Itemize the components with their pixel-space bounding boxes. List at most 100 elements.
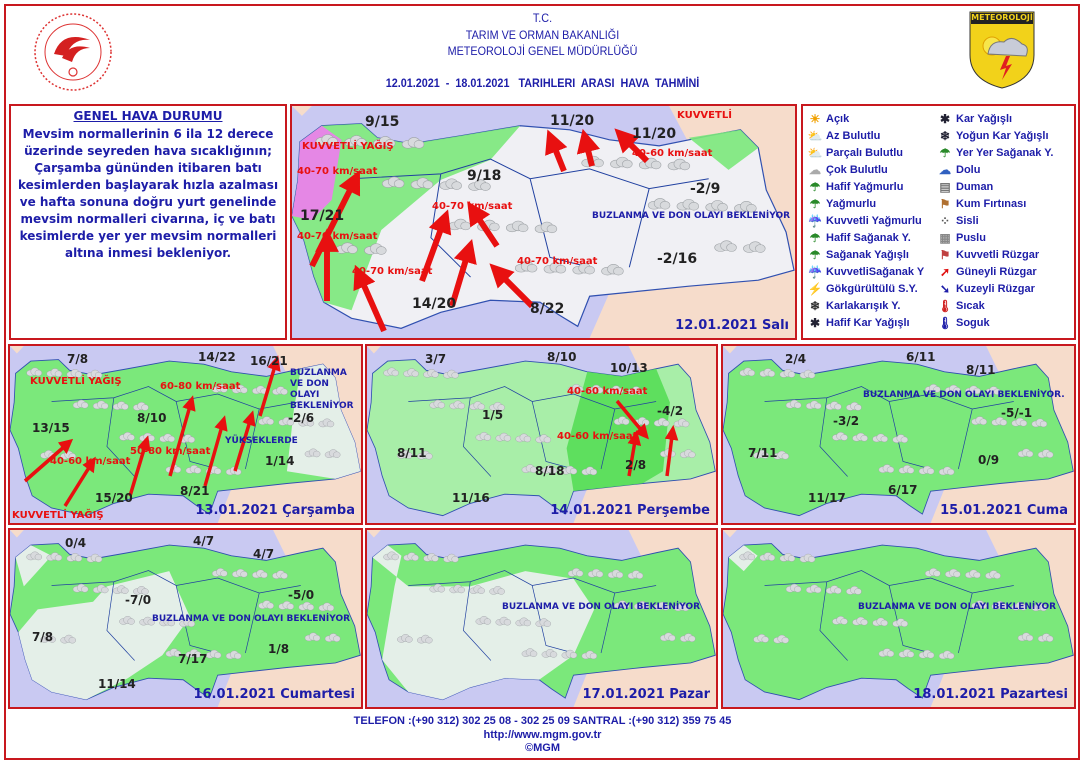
weather-cloud-icon	[759, 368, 776, 377]
legend-item: ☂ Sağanak Yağışlı	[807, 247, 935, 264]
weather-cloud-icon	[278, 601, 295, 610]
footer-phone: TELEFON :(+90 312) 302 25 08 - 302 25 09…	[353, 715, 732, 727]
legend-item: ☂ Hafif Yağmurlu	[807, 179, 935, 196]
weather-cloud-icon	[344, 135, 367, 147]
warning-annotation: 40-70 km/saat	[297, 231, 378, 242]
fog-icon: ⁘	[939, 214, 951, 228]
weather-zone	[688, 129, 759, 170]
weather-cloud-icon	[521, 464, 538, 473]
weather-cloud-icon	[991, 417, 1008, 426]
weather-cloud-icon	[133, 402, 149, 411]
legend-item: ☀ Açık	[807, 111, 935, 128]
temperature-label: 11/14	[98, 677, 136, 691]
weather-cloud-icon	[638, 157, 662, 170]
neighbor-land	[723, 530, 1074, 707]
weather-cloud-icon	[40, 634, 56, 643]
weather-cloud-icon	[515, 617, 532, 627]
temperature-label: 14/22	[198, 350, 236, 364]
temperature-label: 8/10	[137, 411, 167, 425]
temperature-label: 6/11	[906, 350, 936, 364]
weather-cloud-icon	[401, 137, 425, 149]
temperature-label: 13/15	[32, 421, 70, 435]
region-borders	[51, 570, 301, 661]
weather-cloud-icon	[159, 617, 175, 627]
weather-cloud-icon	[324, 633, 341, 642]
weather-cloud-icon	[1011, 417, 1028, 427]
weather-cloud-icon	[759, 552, 776, 561]
warning-annotation: 40-70 km/saat	[517, 256, 598, 267]
south-wind-arrow-icon	[545, 129, 568, 173]
weather-cloud-icon	[469, 401, 485, 410]
weather-cloud-icon	[60, 634, 76, 644]
weather-cloud-icon	[785, 583, 802, 593]
south-wind-arrow-icon: ➚	[939, 265, 951, 279]
legend-label: Kuzeyli Rüzgar	[956, 283, 1035, 295]
weather-cloud-icon	[46, 552, 63, 561]
turkey-map	[292, 106, 795, 338]
legend-label: Sağanak Yağışlı	[826, 249, 909, 261]
weather-cloud-icon	[878, 648, 895, 657]
heavy-snow-icon: ❄	[939, 129, 951, 143]
weather-cloud-icon	[832, 616, 848, 625]
weather-cloud-icon	[112, 585, 129, 594]
weather-cloud-icon	[1031, 418, 1048, 428]
weather-cloud-icon	[587, 568, 604, 578]
weather-cloud-icon	[1017, 448, 1034, 458]
weather-cloud-icon	[159, 433, 175, 443]
legend-label: Gökgürültülü S.Y.	[826, 283, 918, 295]
weather-cloud-icon	[676, 199, 700, 211]
warning-annotation: KUVVETLİ YAĞIŞ	[30, 376, 122, 387]
south-wind-arrow-icon	[233, 410, 256, 472]
strong-wind-icon: ⚑	[939, 248, 951, 262]
weather-cloud-icon	[773, 450, 789, 460]
south-wind-arrow-icon	[353, 264, 387, 333]
weather-cloud-icon	[965, 569, 981, 579]
weather-cloud-icon	[423, 553, 439, 562]
weather-cloud-icon	[397, 450, 413, 459]
legend-label: Kuvvetli Rüzgar	[956, 249, 1040, 261]
weather-cloud-icon	[653, 601, 670, 611]
weather-cloud-icon	[541, 465, 558, 474]
south-wind-arrow-icon	[449, 239, 477, 307]
weather-cloud-icon	[673, 602, 690, 612]
weather-cloud-icon	[429, 583, 445, 593]
weather-cloud-icon	[225, 650, 242, 660]
region-borders	[408, 570, 657, 661]
temperature-label: 7/8	[32, 630, 54, 644]
warning-annotation: 40-60 km/saat	[557, 431, 638, 442]
weather-cloud-icon	[185, 649, 202, 658]
weather-cloud-icon	[534, 221, 558, 234]
temperature-label: 11/20	[632, 126, 677, 142]
temperature-label: 7/11	[748, 446, 778, 460]
weather-cloud-icon	[397, 634, 413, 643]
neighbor-land	[10, 346, 361, 523]
region-borders	[351, 158, 709, 278]
legend-label: Güneyli Rüzgar	[956, 266, 1037, 278]
region-borders	[408, 386, 657, 477]
legend-item: ☁ Çok Bulutlu	[807, 162, 935, 179]
weather-cloud-icon	[667, 158, 691, 171]
temperature-label: 0/9	[978, 453, 1000, 467]
north-wind-arrow-icon: ➘	[939, 282, 951, 296]
map-panel-day-1: 9/15 11/20 11/20 9/18 17/21 -2/9 -2/16 14/20 8/2…	[290, 104, 797, 340]
legend-label: Az Bulutlu	[826, 130, 881, 142]
icing-annotation: YÜKSEKLERDE	[225, 436, 298, 446]
weather-cloud-icon	[938, 466, 955, 476]
weather-cloud-icon	[112, 401, 129, 410]
weather-cloud-icon	[660, 632, 676, 642]
temperature-label: 4/7	[253, 547, 275, 561]
temperature-label: 10/13	[610, 361, 648, 375]
weather-cloud-icon	[610, 156, 633, 169]
general-weather-box: GENEL HAVA DURUMU Mevsim normallerinin 6…	[9, 104, 287, 340]
weather-cloud-icon	[298, 601, 315, 611]
weather-zone	[15, 545, 52, 587]
temperature-label: 2/4	[785, 352, 807, 366]
footer-url[interactable]: http://www.mgm.gov.tr	[483, 729, 602, 741]
temperature-label: 8/11	[397, 446, 427, 460]
weather-cloud-icon	[448, 218, 471, 231]
temperature-label: 8/21	[180, 484, 210, 498]
icing-annotation: BUZLANMA VE DON OLAYI BEKLENİYOR	[290, 368, 354, 411]
weather-zone	[292, 125, 342, 221]
weather-cloud-icon	[567, 384, 584, 393]
weather-cloud-icon	[475, 432, 492, 441]
